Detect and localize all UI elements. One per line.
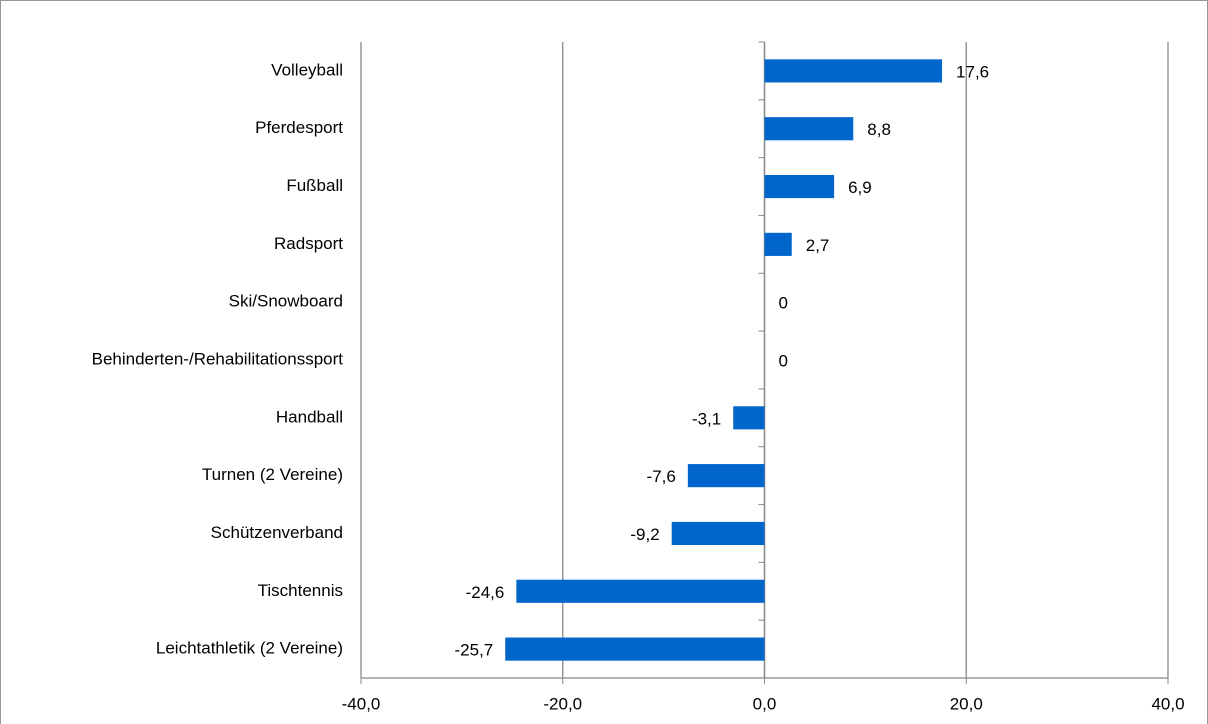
bar <box>764 117 854 141</box>
y-tick-label: Fußball <box>286 176 343 195</box>
bar <box>733 406 765 430</box>
y-tick-label: Handball <box>276 407 343 426</box>
data-label: 0 <box>779 294 788 313</box>
data-label: -7,6 <box>647 467 676 486</box>
x-tick-label: 40,0 <box>1151 694 1184 713</box>
bar <box>687 464 765 488</box>
x-tick-label: -20,0 <box>543 694 582 713</box>
data-label: 0 <box>779 351 788 370</box>
bar <box>764 232 792 256</box>
data-label: 6,9 <box>848 178 872 197</box>
bar <box>764 174 835 199</box>
y-tick-label: Turnen (2 Vereine) <box>202 465 343 484</box>
y-tick-label: Leichtathletik (2 Vereine) <box>156 639 343 658</box>
y-tick-label: Ski/Snowboard <box>229 292 343 311</box>
x-tick-label: 0,0 <box>753 694 777 713</box>
data-label: -25,7 <box>455 641 494 660</box>
bar <box>505 637 765 661</box>
data-label: -9,2 <box>630 525 659 544</box>
x-tick-label: 20,0 <box>950 694 983 713</box>
bar <box>671 521 765 546</box>
data-label: -24,6 <box>466 583 505 602</box>
y-tick-label: Radsport <box>274 234 343 253</box>
data-label: -3,1 <box>692 409 721 428</box>
bar <box>516 579 765 603</box>
y-tick-label: Behinderten-/Rehabilitationssport <box>92 349 344 368</box>
data-label: 2,7 <box>806 236 830 255</box>
y-tick-label: Volleyball <box>271 60 343 79</box>
bar <box>764 59 943 83</box>
y-tick-label: Pferdesport <box>255 118 343 137</box>
y-tick-label: Tischtennis <box>258 581 343 600</box>
data-label: 8,8 <box>867 120 891 139</box>
x-tick-label: -40,0 <box>342 694 381 713</box>
data-label: 17,6 <box>956 62 989 81</box>
y-tick-label: Schützenverband <box>211 523 343 542</box>
